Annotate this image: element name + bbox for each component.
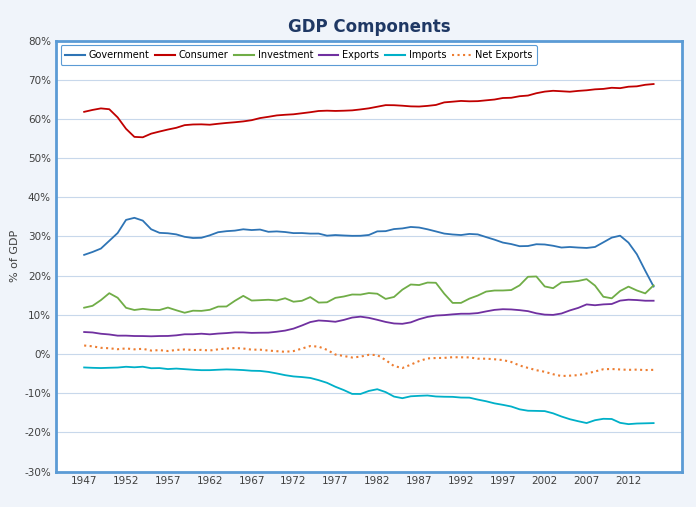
Net Exports	[641, 367, 649, 373]
Investment	[197, 308, 205, 314]
Y-axis label: % of GDP: % of GDP	[10, 230, 20, 282]
Line: Imports: Imports	[84, 367, 654, 424]
Investment	[649, 282, 658, 288]
Consumer	[649, 81, 658, 87]
Net Exports	[80, 342, 88, 348]
Line: Exports: Exports	[84, 300, 654, 336]
Net Exports	[406, 361, 415, 368]
Net Exports	[264, 347, 273, 353]
Government	[641, 268, 649, 274]
Consumer	[122, 126, 130, 132]
Consumer	[273, 113, 281, 119]
Line: Consumer: Consumer	[84, 84, 654, 137]
Line: Investment: Investment	[84, 276, 654, 313]
Government	[80, 252, 88, 258]
Investment	[122, 305, 130, 311]
Exports	[147, 333, 155, 339]
Investment	[80, 305, 88, 311]
Government	[273, 228, 281, 234]
Exports	[197, 331, 205, 337]
Imports	[197, 367, 205, 373]
Consumer	[139, 134, 147, 140]
Exports	[649, 298, 658, 304]
Government	[197, 235, 205, 241]
Government	[281, 229, 290, 235]
Consumer	[281, 112, 290, 118]
Imports	[415, 393, 423, 399]
Exports	[641, 298, 649, 304]
Legend: Government, Consumer, Investment, Exports, Imports, Net Exports: Government, Consumer, Investment, Export…	[61, 46, 537, 65]
Imports	[624, 421, 633, 427]
Line: Net Exports: Net Exports	[84, 345, 654, 376]
Investment	[172, 307, 180, 313]
Exports	[624, 297, 633, 303]
Net Exports	[649, 367, 658, 373]
Exports	[415, 316, 423, 322]
Investment	[641, 291, 649, 297]
Imports	[641, 420, 649, 426]
Exports	[180, 331, 189, 337]
Government	[649, 283, 658, 289]
Consumer	[80, 109, 88, 115]
Net Exports	[122, 345, 130, 351]
Line: Government: Government	[84, 218, 654, 286]
Imports	[122, 364, 130, 370]
Net Exports	[557, 373, 566, 379]
Government	[415, 225, 423, 231]
Net Exports	[189, 347, 197, 353]
Imports	[649, 420, 658, 426]
Imports	[139, 364, 147, 370]
Investment	[180, 310, 189, 316]
Consumer	[197, 121, 205, 127]
Investment	[415, 282, 423, 288]
Investment	[524, 274, 532, 280]
Exports	[80, 329, 88, 335]
Government	[130, 215, 139, 221]
Imports	[180, 366, 189, 372]
Imports	[80, 365, 88, 371]
Exports	[122, 333, 130, 339]
Net Exports	[273, 348, 281, 354]
Imports	[524, 408, 532, 414]
Consumer	[641, 82, 649, 88]
Government	[122, 217, 130, 223]
Exports	[524, 308, 532, 314]
Title: GDP Components: GDP Components	[287, 18, 450, 36]
Consumer	[415, 103, 423, 110]
Investment	[532, 273, 541, 279]
